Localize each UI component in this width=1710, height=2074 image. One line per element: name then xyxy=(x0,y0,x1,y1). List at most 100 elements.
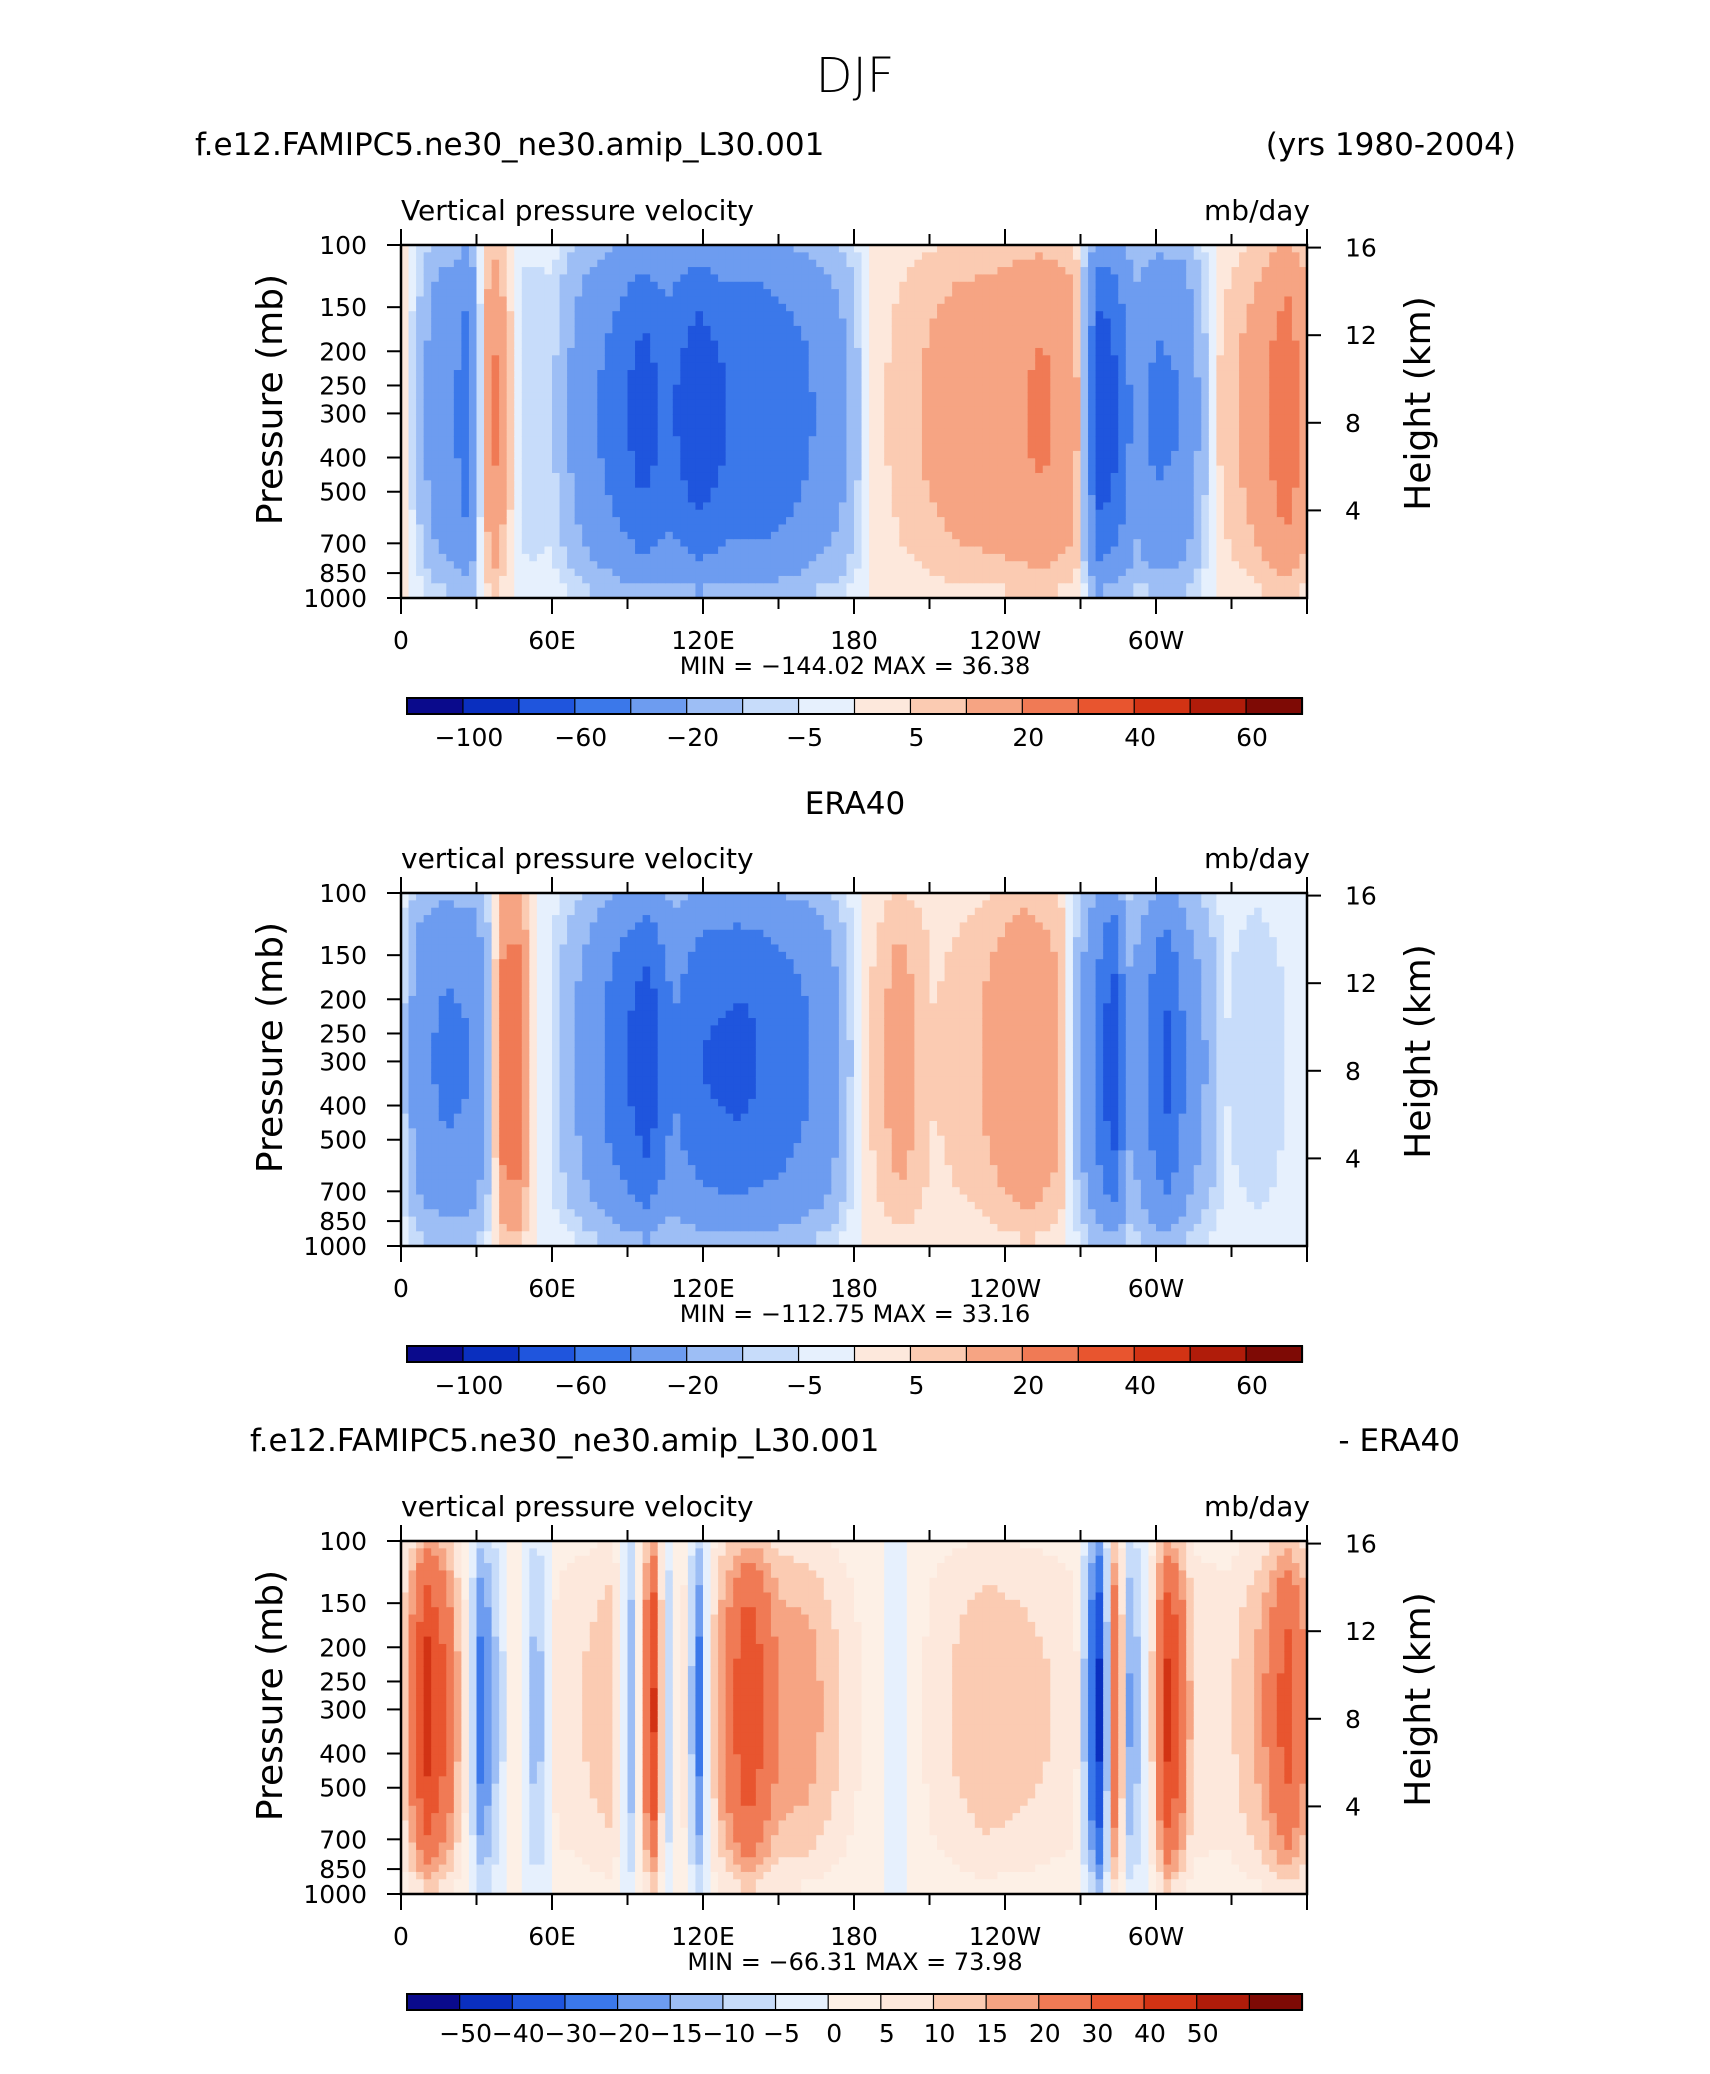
heatmap-cell xyxy=(461,311,470,320)
heatmap-cell xyxy=(1088,303,1097,312)
heatmap-cell xyxy=(748,531,757,540)
heatmap-cell xyxy=(778,524,787,533)
heatmap-cell xyxy=(491,502,500,511)
heatmap-cell xyxy=(1057,333,1066,342)
heatmap-cell xyxy=(861,539,870,548)
heatmap-cell xyxy=(567,436,576,445)
heatmap-cell xyxy=(703,347,712,356)
heatmap-cell xyxy=(657,450,666,459)
heatmap-cell xyxy=(612,517,621,526)
heatmap-cell xyxy=(846,472,855,481)
heatmap-cell xyxy=(529,465,538,474)
heatmap-cell xyxy=(1057,296,1066,305)
heatmap-cell xyxy=(823,384,832,393)
heatmap-cell xyxy=(521,296,530,305)
heatmap-cell xyxy=(438,583,447,592)
heatmap-cell xyxy=(401,524,410,533)
heatmap-cell xyxy=(589,480,598,489)
heatmap-cell xyxy=(763,281,772,290)
heatmap-cell xyxy=(793,553,802,562)
heatmap-cell xyxy=(838,583,848,592)
heatmap-cell xyxy=(604,281,613,290)
heatmap-cell xyxy=(1012,377,1021,386)
heatmap-cell xyxy=(1156,340,1165,349)
heatmap-cell xyxy=(989,252,999,261)
heatmap-cell xyxy=(989,568,999,577)
heatmap-cell xyxy=(552,539,561,548)
heatmap-cell xyxy=(627,524,636,533)
heatmap-cell xyxy=(582,333,591,342)
heatmap-cell xyxy=(748,509,757,518)
heatmap-cell xyxy=(559,421,568,430)
heatmap-cell xyxy=(914,274,923,283)
heatmap-cell xyxy=(1020,575,1029,584)
heatmap-cell xyxy=(1156,377,1165,386)
heatmap-cell xyxy=(627,568,636,577)
heatmap-cell xyxy=(974,546,983,555)
heatmap-cell xyxy=(891,303,900,312)
heatmap-cell xyxy=(997,384,1006,393)
heatmap-cell xyxy=(657,568,666,577)
heatmap-cell xyxy=(514,318,523,327)
heatmap-cell xyxy=(1072,450,1082,459)
heatmap-cell xyxy=(861,289,870,298)
heatmap-cell xyxy=(854,399,863,408)
heatmap-cell xyxy=(929,406,938,415)
heatmap-cell xyxy=(650,377,659,386)
heatmap-cell xyxy=(695,384,704,393)
heatmap-cell xyxy=(552,259,561,268)
heatmap-cell xyxy=(914,289,923,298)
heatmap-cell xyxy=(891,259,900,268)
heatmap-cell xyxy=(461,472,470,481)
heatmap-cell xyxy=(680,384,689,393)
heatmap-cell xyxy=(536,245,546,253)
heatmap-cell xyxy=(567,568,576,577)
heatmap-cell xyxy=(1178,355,1187,364)
heatmap-cell xyxy=(1148,406,1157,415)
heatmap-cell xyxy=(808,362,817,371)
heatmap-cell xyxy=(567,392,576,401)
heatmap-cell xyxy=(642,583,651,592)
heatmap-cell xyxy=(891,590,900,599)
heatmap-cell xyxy=(506,377,515,386)
heatmap-cell xyxy=(589,509,598,518)
heatmap-cell xyxy=(876,428,885,437)
heatmap-cell xyxy=(1072,318,1082,327)
heatmap-cell xyxy=(665,414,674,423)
heatmap-cell xyxy=(408,465,417,474)
heatmap-cell xyxy=(982,546,991,555)
heatmap-cell xyxy=(491,318,500,327)
heatmap-cell xyxy=(461,561,470,570)
heatmap-cell xyxy=(401,318,410,327)
heatmap-cell xyxy=(1042,458,1051,467)
heatmap-cell xyxy=(484,281,493,290)
heatmap-cell xyxy=(1012,259,1021,268)
heatmap-cell xyxy=(755,296,764,305)
heatmap-cell xyxy=(1035,281,1044,290)
heatmap-cell xyxy=(627,428,636,437)
heatmap-cell xyxy=(574,406,583,415)
heatmap-cell xyxy=(431,289,440,298)
heatmap-cell xyxy=(770,465,780,474)
heatmap-cell xyxy=(808,524,817,533)
heatmap-cell xyxy=(884,318,893,327)
heatmap-cell xyxy=(967,561,976,570)
heatmap-cell xyxy=(854,318,863,327)
heatmap-cell xyxy=(635,406,644,415)
heatmap-cell xyxy=(929,274,938,283)
heatmap-cell xyxy=(703,568,712,577)
heatmap-cell xyxy=(952,370,961,378)
heatmap-cell xyxy=(408,281,417,290)
page-title: DJF xyxy=(816,48,895,104)
heatmap-cell xyxy=(854,355,863,364)
heatmap-cell xyxy=(899,568,908,577)
heatmap-cell xyxy=(997,303,1006,312)
heatmap-cell xyxy=(1125,575,1134,584)
heatmap-cell xyxy=(937,487,946,496)
heatmap-cell xyxy=(680,245,689,253)
heatmap-cell xyxy=(461,267,470,276)
heatmap-cell xyxy=(408,362,417,371)
heatmap-cell xyxy=(687,384,697,393)
heatmap-cell xyxy=(823,274,832,283)
heatmap-cell xyxy=(725,568,734,577)
